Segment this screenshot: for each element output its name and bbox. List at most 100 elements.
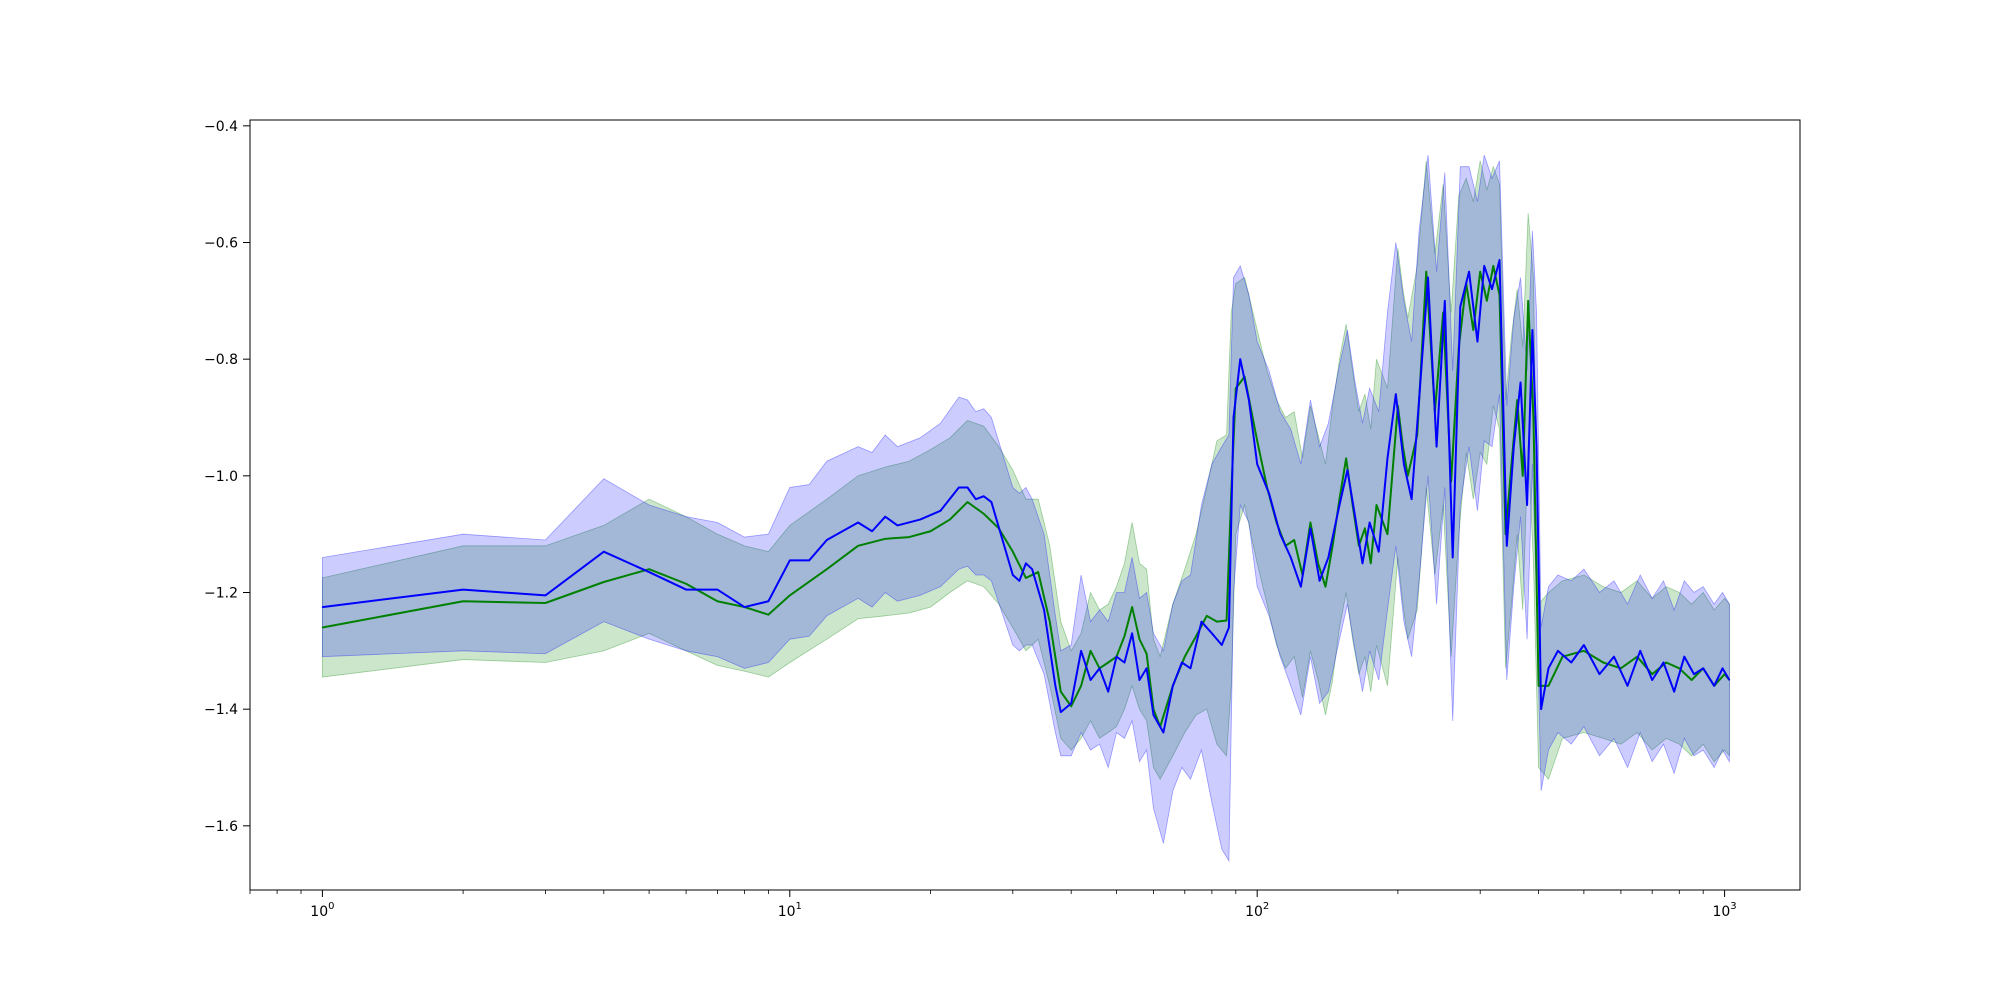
data-point-series-2-74	[1452, 556, 1454, 559]
data-point-series-2-0	[321, 606, 323, 608]
data-point-series-2-44	[1189, 667, 1192, 669]
data-point-series-2-22	[990, 501, 993, 503]
data-point-series-1-51	[1309, 521, 1312, 524]
data-point-series-1-10	[826, 568, 828, 570]
data-point-series-2-90	[1570, 661, 1572, 664]
data-point-series-2-20	[975, 498, 977, 500]
y-tick-label: −1.0	[204, 469, 238, 485]
data-point-series-2-12	[857, 521, 859, 524]
data-point-series-2-101	[1702, 667, 1704, 669]
confidence-bands	[322, 154, 1730, 863]
data-point-series-2-69	[1411, 498, 1413, 500]
data-point-series-1-9	[789, 594, 791, 597]
data-point-series-1-19	[1012, 551, 1014, 553]
data-point-series-1-40	[1216, 621, 1218, 623]
data-point-series-2-62	[1354, 516, 1356, 518]
data-point-series-2-17	[939, 510, 942, 512]
data-point-series-2-63	[1361, 562, 1364, 564]
data-point-series-2-86	[1535, 446, 1538, 448]
data-point-series-2-70	[1418, 399, 1420, 401]
data-point-series-2-18	[958, 486, 960, 489]
data-point-series-2-78	[1483, 265, 1485, 267]
data-point-series-2-102	[1713, 685, 1715, 687]
data-point-series-2-84	[1526, 504, 1528, 506]
data-point-series-2-51	[1248, 399, 1250, 401]
data-point-series-2-32	[1089, 679, 1092, 681]
data-point-series-2-40	[1152, 714, 1155, 716]
data-point-series-1-93	[1678, 667, 1680, 669]
data-point-series-1-8	[767, 614, 770, 616]
data-point-series-2-72	[1435, 446, 1438, 448]
x-tick-label: 100	[310, 901, 334, 920]
data-point-series-1-53	[1324, 586, 1327, 588]
data-point-series-1-91	[1651, 673, 1653, 675]
data-point-series-2-7	[743, 606, 746, 608]
data-point-series-1-5	[685, 583, 687, 585]
data-point-series-1-52	[1317, 562, 1319, 564]
data-point-series-2-99	[1683, 656, 1685, 658]
x-tick-label: 101	[778, 901, 802, 920]
data-point-series-1-2	[544, 602, 547, 604]
data-point-series-1-54	[1332, 545, 1334, 547]
data-point-series-1-85	[1547, 685, 1550, 687]
y-tick-label: −0.6	[204, 236, 238, 252]
data-point-series-2-56	[1300, 586, 1302, 588]
data-point-series-1-32	[1138, 638, 1141, 640]
data-point-series-2-4	[648, 571, 650, 573]
data-point-series-2-50	[1239, 358, 1241, 360]
data-point-series-2-75	[1459, 306, 1461, 308]
data-point-series-1-0	[321, 626, 323, 629]
data-point-series-2-53	[1268, 492, 1270, 494]
data-point-series-2-39	[1146, 667, 1148, 669]
data-point-series-1-20	[1025, 577, 1027, 579]
data-point-series-2-93	[1613, 656, 1615, 658]
data-point-series-2-38	[1138, 679, 1141, 681]
data-point-series-2-85	[1531, 329, 1533, 331]
band-series-2	[322, 154, 1730, 863]
band-series-1	[322, 160, 1730, 780]
data-point-series-1-59	[1364, 527, 1366, 529]
data-point-series-1-84	[1537, 685, 1540, 687]
data-point-series-1-88	[1602, 661, 1604, 664]
series-lines	[321, 259, 1731, 734]
x-axis: 100 101 102 103	[249, 890, 1737, 920]
data-point-series-1-25	[1080, 685, 1082, 687]
data-point-series-1-1	[462, 600, 464, 602]
data-point-series-1-41	[1225, 619, 1228, 622]
data-point-series-2-30	[1070, 702, 1072, 704]
data-point-series-1-12	[884, 538, 886, 540]
data-point-series-1-82	[1527, 300, 1529, 302]
data-point-series-1-26	[1089, 650, 1092, 652]
data-point-series-2-52	[1256, 463, 1258, 465]
data-point-series-2-58	[1319, 580, 1321, 582]
data-point-series-2-48	[1228, 626, 1230, 629]
data-point-series-2-47	[1221, 644, 1223, 646]
x-tick-label: 102	[1245, 901, 1269, 920]
data-point-series-2-77	[1476, 341, 1479, 343]
data-point-series-2-92	[1598, 673, 1601, 675]
data-point-series-2-33	[1098, 667, 1101, 669]
data-point-series-2-67	[1395, 393, 1397, 395]
data-point-series-1-56	[1345, 457, 1347, 459]
data-point-series-1-11	[857, 545, 859, 547]
data-point-series-2-98	[1673, 691, 1675, 693]
data-point-series-2-26	[1031, 568, 1033, 570]
data-point-series-1-6	[716, 600, 718, 602]
data-point-series-1-83	[1532, 416, 1535, 419]
data-point-series-2-81	[1506, 545, 1508, 547]
data-point-series-1-14	[929, 530, 932, 532]
data-point-series-2-36	[1123, 661, 1126, 664]
data-point-series-2-28	[1054, 685, 1056, 687]
data-point-series-1-94	[1690, 679, 1693, 681]
data-point-series-2-35	[1115, 656, 1118, 658]
data-point-series-2-10	[808, 559, 810, 562]
data-point-series-2-94	[1626, 685, 1629, 687]
data-point-series-1-73	[1472, 329, 1474, 331]
data-point-series-2-73	[1444, 300, 1446, 302]
data-point-series-2-1	[462, 588, 464, 591]
data-point-series-2-76	[1468, 271, 1470, 273]
data-point-series-2-100	[1693, 673, 1695, 675]
data-point-series-2-61	[1346, 469, 1349, 471]
data-point-series-2-89	[1557, 650, 1559, 652]
